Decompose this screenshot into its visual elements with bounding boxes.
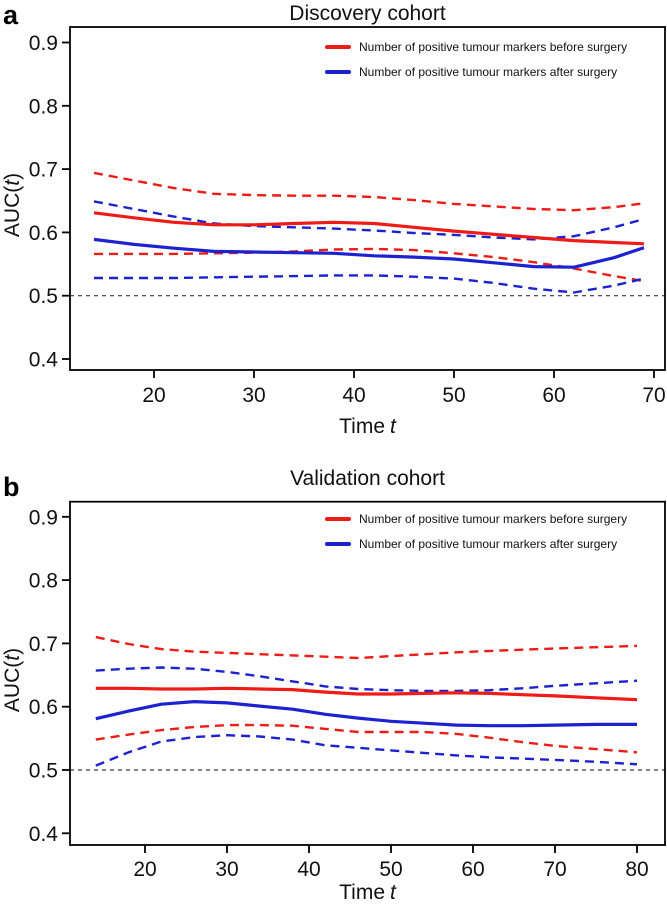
panel-validation: b Validation cohort 20 30 40 50 60 70 80 0.4 0.5… <box>0 452 667 904</box>
y-tick-label: 0.5 <box>29 285 58 308</box>
x-tick-label: 70 <box>642 384 665 407</box>
y-tick-label: 0.6 <box>29 696 58 719</box>
y-tick-label: 0.9 <box>29 506 58 529</box>
y-tick-label: 0.4 <box>29 823 59 846</box>
y-axis-title-var: t <box>1 179 24 186</box>
plot-frame <box>69 26 666 371</box>
x-axis-title: Time t <box>70 882 665 903</box>
y-axis-title-text: AUC( <box>1 185 24 238</box>
y-tick-label: 0.8 <box>29 95 58 118</box>
y-axis-title-text: AUC( <box>1 660 24 713</box>
series-before-mean <box>93 211 645 246</box>
legend-item-after-surgery: Number of positive tumour markers after … <box>325 65 627 79</box>
x-tick-label: 20 <box>133 858 156 881</box>
chart-discovery: 20 30 40 50 60 70 0.4 0.5 0.6 0.7 0.8 0.9 <box>29 26 666 407</box>
blue-line-swatch-icon <box>325 542 351 546</box>
legend: Number of positive tumour markers before… <box>325 40 627 90</box>
y-tick-label: 0.7 <box>29 633 58 656</box>
y-tick-label: 0.4 <box>29 349 59 372</box>
legend-item-before-surgery: Number of positive tumour markers before… <box>325 40 627 54</box>
series-after-mean <box>93 237 645 269</box>
x-tick-label: 80 <box>625 858 648 881</box>
x-tick-label: 50 <box>442 384 465 407</box>
series-before-lower <box>95 723 638 754</box>
red-line-swatch-icon <box>325 45 351 49</box>
x-tick-label: 20 <box>142 384 165 407</box>
red-line-swatch-icon <box>325 517 351 521</box>
y-tick-label: 0.6 <box>29 222 58 245</box>
panel-discovery: a Discovery cohort 20 30 40 50 60 70 0.4 0.5 0.6… <box>1 0 666 437</box>
legend-item-before-surgery: Number of positive tumour markers before… <box>325 512 627 526</box>
y-tick-label: 0.7 <box>29 159 58 182</box>
series-after-lower <box>94 274 645 294</box>
series-before-mean <box>95 686 638 702</box>
panel-label-b: b <box>3 472 20 502</box>
y-axis-title: AUC(t) <box>1 620 24 740</box>
blue-line-swatch-icon <box>325 70 351 74</box>
y-tick-label: 0.8 <box>29 570 58 593</box>
panel-title-validation: Validation cohort <box>290 467 445 490</box>
legend-item-after-surgery: Number of positive tumour markers after … <box>325 537 627 551</box>
panel-label-a: a <box>3 0 19 30</box>
y-tick-label: 0.5 <box>29 760 58 783</box>
x-axis-title-var: t <box>390 415 396 438</box>
x-tick-label: 70 <box>543 858 566 881</box>
legend: Number of positive tumour markers before… <box>325 512 627 562</box>
x-tick-label: 40 <box>342 384 365 407</box>
y-axis-title-close: ) <box>1 172 24 180</box>
series-after-lower <box>95 734 638 767</box>
series-after-upper <box>95 666 638 693</box>
x-axis-title: Time t <box>70 416 665 437</box>
x-axis-title-var: t <box>390 881 396 904</box>
x-tick-label: 30 <box>215 858 238 881</box>
series-before-upper <box>93 171 645 212</box>
x-axis-title-text: Time <box>339 415 386 438</box>
y-axis-title: AUC(t) <box>1 145 24 265</box>
panel-title-discovery: Discovery cohort <box>289 2 446 25</box>
legend-label: Number of positive tumour markers after … <box>359 65 618 79</box>
x-axis-title-text: Time <box>339 881 386 904</box>
legend-label: Number of positive tumour markers after … <box>359 537 618 551</box>
legend-label: Number of positive tumour markers before… <box>359 40 628 54</box>
y-tick-label: 0.9 <box>29 32 58 55</box>
y-axis-title-var: t <box>1 654 24 661</box>
x-tick-label: 50 <box>379 858 402 881</box>
series-after-upper <box>93 200 645 241</box>
series-before-upper <box>95 635 638 660</box>
x-tick-label: 60 <box>461 858 484 881</box>
x-tick-label: 40 <box>297 858 320 881</box>
chart-validation: 20 30 40 50 60 70 80 0.4 0.5 0.6 0.7 0.8 0.9 <box>29 500 666 881</box>
y-axis-title-close: ) <box>1 647 24 655</box>
x-tick-label: 30 <box>242 384 265 407</box>
series-after-mean <box>95 700 637 728</box>
plot-frame <box>69 500 666 846</box>
x-tick-label: 60 <box>542 384 565 407</box>
legend-label: Number of positive tumour markers before… <box>359 512 628 526</box>
